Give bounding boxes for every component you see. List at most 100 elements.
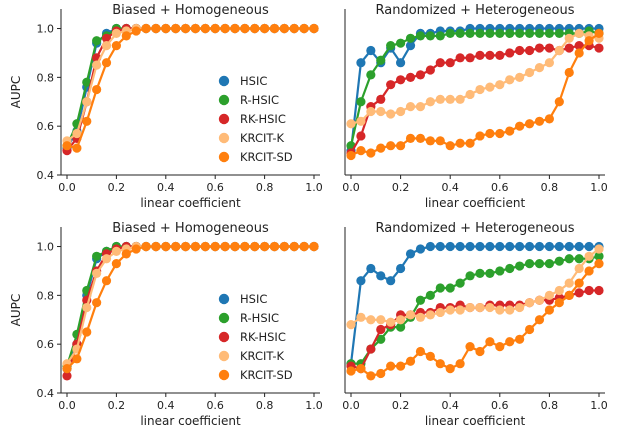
data-point — [220, 23, 230, 34]
data-point — [220, 241, 230, 252]
data-point — [445, 28, 455, 39]
data-point — [534, 241, 545, 252]
x-axis-label: linear coefficient — [425, 196, 526, 210]
x-tick-label: 0.2 — [108, 399, 126, 412]
data-point — [534, 116, 545, 126]
data-point — [190, 23, 201, 34]
data-point — [475, 346, 485, 357]
data-point — [405, 356, 416, 366]
data-point — [62, 371, 72, 381]
legend-label: KRCIT-SD — [240, 368, 293, 382]
data-point — [465, 89, 475, 100]
data-point — [376, 315, 386, 325]
data-point — [309, 241, 319, 252]
data-point — [584, 266, 594, 276]
data-point — [445, 283, 455, 293]
y-tick-label: 0.4 — [37, 169, 55, 182]
data-point — [485, 50, 495, 60]
data-point — [554, 256, 564, 266]
data-point — [574, 254, 584, 264]
data-point — [485, 82, 495, 92]
chart-panel-4: 0.0 0.2 0.4 0.6 0.8 1.0 Randomized + Heterogen… — [342, 221, 608, 428]
data-point — [564, 241, 574, 252]
data-point — [386, 109, 396, 119]
data-point — [92, 60, 102, 70]
x-tick-label: 0.4 — [441, 181, 459, 194]
x-tick-label: 0.4 — [157, 399, 175, 412]
data-point — [62, 363, 72, 374]
x-tick-label: 0.0 — [58, 181, 76, 194]
data-point — [92, 36, 102, 46]
data-point — [515, 72, 525, 82]
x-tick-label: 0.6 — [206, 181, 224, 194]
data-point — [475, 131, 485, 141]
data-point — [584, 36, 594, 46]
data-point — [161, 23, 171, 34]
data-point — [396, 106, 406, 117]
data-point — [465, 342, 475, 352]
data-point — [495, 305, 505, 315]
data-point — [346, 119, 356, 129]
data-point — [505, 241, 515, 252]
legend-marker — [218, 94, 230, 106]
data-point — [260, 23, 270, 34]
chart-panel-1: 0.0 0.2 0.4 0.6 0.8 1.0 0.4 0.6 0.8 1.0 Biased + H… — [9, 3, 323, 210]
series-line — [351, 255, 600, 365]
legend-label: KRCIT-SD — [240, 150, 293, 164]
x-tick-label: 0.6 — [491, 181, 509, 194]
data-point — [544, 114, 555, 124]
x-axis-label: linear coefficient — [140, 414, 241, 428]
data-point — [485, 302, 495, 313]
data-point — [534, 315, 545, 325]
data-point — [445, 94, 455, 104]
data-point — [554, 241, 564, 252]
x-tick-label: 0.8 — [541, 399, 559, 412]
data-point — [200, 23, 210, 34]
legend-marker — [218, 151, 230, 163]
data-point — [554, 298, 564, 308]
data-point — [455, 305, 465, 315]
data-point — [594, 43, 604, 53]
data-point — [260, 241, 270, 252]
data-point — [346, 320, 356, 330]
data-point — [269, 241, 280, 252]
legend-label: KRCIT-K — [240, 349, 284, 363]
data-point — [210, 241, 220, 252]
data-point — [92, 84, 102, 95]
data-point — [495, 128, 505, 139]
data-point — [564, 67, 574, 78]
data-point — [485, 268, 495, 278]
chart-title: Randomized + Heterogeneous — [376, 3, 575, 18]
data-point — [200, 241, 210, 252]
data-point — [180, 241, 191, 252]
data-point — [554, 97, 564, 107]
legend-label: R-HSIC — [240, 93, 279, 107]
data-point — [524, 119, 535, 129]
data-point — [475, 268, 485, 278]
data-point — [230, 23, 240, 34]
data-point — [515, 241, 525, 252]
data-point — [346, 366, 356, 376]
data-point — [574, 241, 584, 252]
data-point — [425, 290, 435, 300]
data-point — [475, 84, 485, 95]
data-point — [376, 143, 386, 153]
data-point — [465, 271, 475, 281]
y-tick-label: 0.4 — [37, 387, 55, 400]
data-point — [386, 141, 396, 151]
data-point — [455, 278, 465, 288]
data-point — [534, 43, 545, 53]
chart-title: Biased + Homogeneous — [112, 3, 269, 18]
data-point — [594, 285, 604, 296]
data-point — [505, 48, 515, 58]
series-line — [66, 245, 314, 365]
data-point — [505, 75, 515, 85]
data-point — [131, 244, 141, 254]
data-point — [396, 141, 406, 151]
series-krcit-k — [346, 28, 604, 129]
data-point — [475, 50, 485, 60]
series-krcit-sd — [62, 23, 319, 153]
legend: HSIC R-HSIC RK-HSIC KRCIT-K KRCIT-SD — [218, 292, 293, 382]
data-point — [210, 23, 220, 34]
data-point — [92, 251, 102, 261]
